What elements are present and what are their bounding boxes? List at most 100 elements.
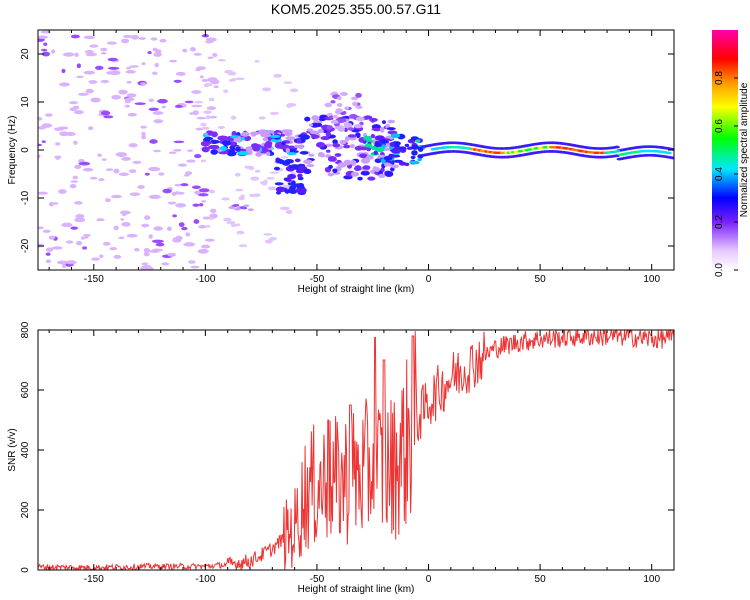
signal-speck (384, 171, 394, 177)
noise-speck (97, 153, 102, 157)
signal-speck (340, 111, 346, 116)
noise-speck (195, 68, 201, 72)
noise-speck (45, 113, 53, 117)
carrier-edge (670, 156, 674, 160)
noise-speck (129, 192, 141, 197)
noise-speck (159, 39, 167, 43)
noise-speck (190, 265, 200, 269)
signal-speck (317, 128, 324, 134)
noise-speck (132, 160, 142, 164)
signal-speck (347, 127, 355, 131)
noise-speck (38, 117, 43, 121)
spectrogram-marks (38, 30, 674, 270)
signal-speck (287, 187, 295, 194)
colorbar-tick-label: 0.2 (714, 215, 725, 229)
noise-speck (235, 223, 241, 227)
noise-speck (209, 115, 218, 119)
signal-speck (275, 186, 286, 193)
noise-speck (177, 163, 187, 167)
signal-speck (360, 170, 370, 176)
noise-speck (267, 186, 277, 191)
noise-speck (173, 140, 185, 144)
noise-speck (121, 156, 131, 161)
noise-speck (175, 203, 187, 208)
colorbar-tick-label: 0.6 (714, 119, 725, 133)
noise-speck (68, 101, 79, 105)
noise-speck (143, 247, 151, 253)
noise-speck (147, 51, 152, 55)
noise-speck (205, 225, 211, 228)
noise-speck (48, 235, 56, 240)
snr-ytick-label: 800 (20, 321, 31, 338)
signal-speck (263, 142, 271, 148)
noise-speck (153, 149, 161, 153)
noise-speck (147, 266, 154, 270)
noise-speck (263, 233, 273, 236)
spectrogram-xtick-label: 50 (535, 274, 547, 285)
noise-speck (85, 52, 98, 57)
noise-speck (154, 62, 159, 68)
signal-speck (332, 143, 341, 148)
signal-speck (295, 187, 306, 194)
signal-speck (366, 154, 374, 160)
signal-speck (359, 153, 368, 159)
noise-speck (180, 183, 189, 187)
noise-speck (235, 188, 244, 192)
noise-speck (38, 226, 45, 230)
noise-speck (107, 66, 120, 70)
noise-speck (77, 92, 89, 96)
noise-speck (191, 104, 203, 108)
noise-speck (209, 217, 214, 220)
signal-speck (275, 158, 284, 164)
signal-speck (286, 152, 297, 156)
signal-speck (350, 171, 360, 177)
noise-speck (203, 83, 213, 87)
signal-speck (297, 173, 303, 178)
noise-speck (82, 246, 88, 250)
noise-speck (115, 152, 128, 157)
noise-speck (110, 194, 123, 199)
signal-speck (343, 122, 351, 127)
noise-speck (250, 176, 260, 181)
signal-speck (333, 114, 338, 119)
noise-speck (193, 219, 200, 224)
noise-speck (235, 77, 245, 81)
signal-speck (239, 206, 246, 209)
signal-speck (370, 133, 376, 139)
signal-speck (389, 142, 395, 146)
signal-speck (358, 146, 369, 151)
noise-speck (59, 82, 70, 87)
signal-speck (367, 176, 376, 181)
noise-speck (149, 249, 160, 254)
colorbar-tick-label: 0.4 (714, 167, 725, 181)
signal-speck (298, 144, 304, 150)
noise-speck (45, 247, 54, 252)
noise-speck (109, 247, 118, 251)
signal-speck (370, 118, 375, 123)
noise-speck (201, 200, 207, 203)
spectrogram-xlabel: Height of straight line (km) (298, 284, 415, 295)
noise-speck (207, 56, 214, 60)
noise-speck (134, 102, 146, 105)
noise-speck (100, 110, 111, 116)
signal-speck (409, 160, 415, 164)
noise-speck (54, 142, 61, 146)
noise-speck (263, 179, 268, 183)
signal-speck (285, 136, 296, 141)
signal-speck (247, 208, 254, 211)
signal-speck (380, 158, 386, 164)
noise-speck (268, 236, 277, 241)
noise-speck (38, 191, 49, 195)
noise-speck (119, 210, 131, 215)
signal-speck (355, 116, 365, 122)
noise-speck (173, 191, 181, 195)
noise-speck (126, 93, 137, 98)
noise-speck (248, 166, 255, 171)
noise-speck (183, 174, 190, 177)
noise-speck (75, 213, 85, 219)
noise-speck (152, 71, 158, 75)
signal-speck (288, 164, 294, 169)
noise-speck (144, 215, 151, 220)
noise-speck (206, 106, 217, 111)
signal-speck (330, 120, 339, 124)
